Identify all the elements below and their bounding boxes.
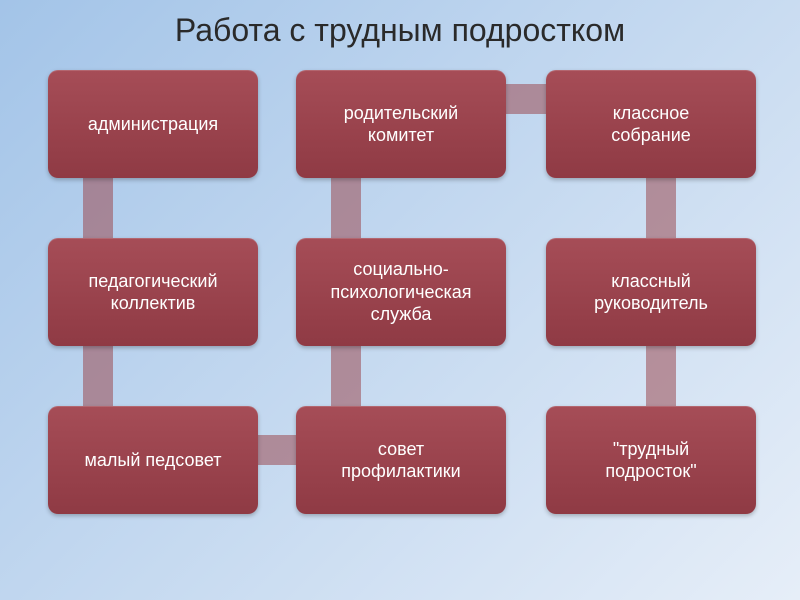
- node-label: малый педсовет: [85, 449, 222, 472]
- diagram-node: педагогический коллектив: [48, 238, 258, 346]
- node-label: родительский комитет: [344, 102, 459, 147]
- diagram-node: социально- психологическая служба: [296, 238, 506, 346]
- node-label: администрация: [88, 113, 218, 136]
- diagram-node: классный руководитель: [546, 238, 756, 346]
- node-label: педагогический коллектив: [88, 270, 217, 315]
- node-label: "трудный подросток": [605, 438, 696, 483]
- diagram-node: малый педсовет: [48, 406, 258, 514]
- diagram-node: родительский комитет: [296, 70, 506, 178]
- diagram-node: администрация: [48, 70, 258, 178]
- node-label: социально- психологическая служба: [331, 258, 472, 326]
- diagram-node: совет профилактики: [296, 406, 506, 514]
- diagram-node: классное собрание: [546, 70, 756, 178]
- node-label: совет профилактики: [341, 438, 460, 483]
- diagram-canvas: администрация родительский комитет классно…: [0, 0, 800, 600]
- diagram-node: "трудный подросток": [546, 406, 756, 514]
- node-label: классное собрание: [611, 102, 691, 147]
- node-label: классный руководитель: [594, 270, 708, 315]
